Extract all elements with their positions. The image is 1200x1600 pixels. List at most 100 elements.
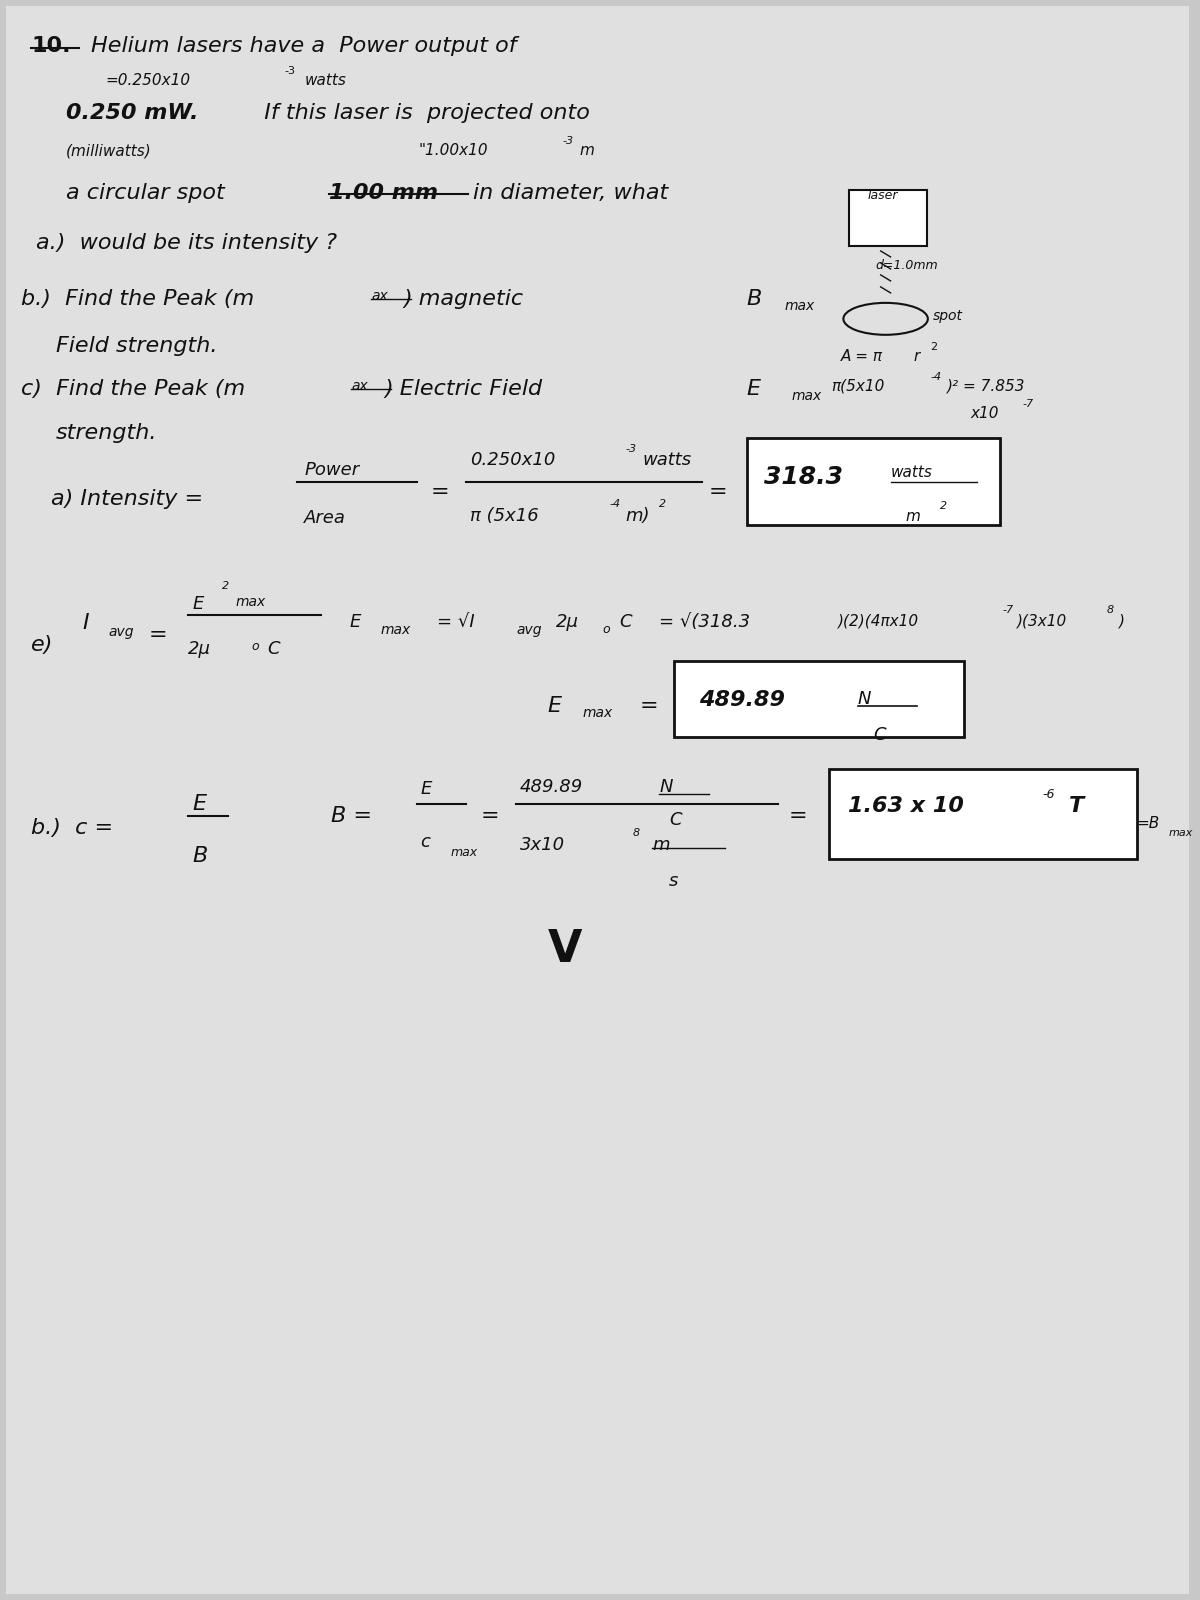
- Text: e): e): [31, 635, 54, 656]
- Text: =: =: [788, 806, 806, 826]
- Text: -7: -7: [1022, 398, 1034, 408]
- Text: -6: -6: [1043, 789, 1055, 802]
- Text: strength.: strength.: [56, 422, 157, 443]
- Text: o: o: [602, 624, 610, 637]
- Text: m: m: [580, 142, 594, 158]
- Text: ): ): [1120, 613, 1126, 629]
- Text: 2: 2: [941, 501, 947, 510]
- FancyBboxPatch shape: [829, 770, 1136, 859]
- FancyBboxPatch shape: [674, 661, 964, 738]
- Text: N: N: [659, 778, 672, 797]
- Text: 489.89: 489.89: [520, 778, 583, 797]
- Text: E: E: [192, 794, 206, 814]
- Text: Power: Power: [305, 461, 360, 478]
- Text: E: E: [421, 781, 432, 798]
- Text: -4: -4: [930, 371, 942, 382]
- Text: Field strength.: Field strength.: [56, 336, 217, 355]
- Text: E: E: [746, 379, 761, 398]
- Text: laser: laser: [868, 189, 899, 202]
- FancyBboxPatch shape: [848, 190, 928, 246]
- FancyBboxPatch shape: [6, 6, 1189, 1594]
- Text: =: =: [480, 806, 499, 826]
- Text: If this laser is  projected onto: If this laser is projected onto: [250, 104, 589, 123]
- Text: 1.63 x 10: 1.63 x 10: [848, 797, 964, 816]
- Text: watts: watts: [305, 74, 347, 88]
- Text: -3: -3: [563, 136, 574, 146]
- Text: -3: -3: [284, 66, 295, 77]
- Text: avg: avg: [109, 626, 134, 640]
- Text: a.)  would be its intensity ?: a.) would be its intensity ?: [36, 234, 337, 253]
- Text: 1.00 mm: 1.00 mm: [329, 182, 438, 203]
- Text: -7: -7: [1003, 605, 1014, 616]
- Text: -4: -4: [610, 499, 620, 509]
- Text: C: C: [874, 726, 887, 744]
- Text: π (5x16: π (5x16: [470, 507, 539, 525]
- Text: =B: =B: [1136, 816, 1159, 830]
- Text: m: m: [906, 509, 920, 523]
- Text: d=1.0mm: d=1.0mm: [876, 259, 938, 272]
- Text: 318.3: 318.3: [764, 464, 844, 488]
- Text: = √(318.3: = √(318.3: [659, 613, 750, 632]
- Text: ax: ax: [371, 290, 388, 302]
- Text: =: =: [431, 482, 449, 501]
- Text: B: B: [746, 290, 762, 309]
- Text: "1.00x10: "1.00x10: [419, 142, 488, 158]
- Text: c: c: [421, 834, 431, 851]
- Text: )(3x10: )(3x10: [1016, 613, 1067, 629]
- Text: 2: 2: [659, 499, 666, 509]
- Text: max: max: [785, 299, 815, 314]
- Text: 3x10: 3x10: [520, 835, 565, 854]
- Text: C: C: [619, 613, 632, 632]
- FancyBboxPatch shape: [746, 438, 1000, 525]
- Text: =: =: [709, 482, 727, 501]
- Text: watts: watts: [642, 451, 691, 469]
- Text: x10: x10: [970, 406, 998, 421]
- Text: 2: 2: [930, 342, 937, 352]
- Text: (milliwatts): (milliwatts): [66, 142, 151, 158]
- Text: C: C: [268, 640, 281, 658]
- Text: 8: 8: [632, 827, 640, 838]
- Text: max: max: [450, 846, 478, 859]
- Text: max: max: [582, 706, 613, 720]
- Text: m: m: [652, 835, 670, 854]
- Text: Helium lasers have a  Power output of: Helium lasers have a Power output of: [91, 37, 516, 56]
- Text: s: s: [670, 872, 678, 890]
- Text: B =: B =: [331, 806, 372, 826]
- Text: =: =: [149, 626, 167, 645]
- Text: 10.: 10.: [31, 37, 71, 56]
- Text: watts: watts: [890, 464, 932, 480]
- Text: 0.250 mW.: 0.250 mW.: [66, 104, 198, 123]
- Text: )(2)(4πx10: )(2)(4πx10: [838, 613, 919, 629]
- Text: E: E: [548, 696, 562, 717]
- Text: spot: spot: [934, 309, 964, 323]
- Text: Area: Area: [305, 509, 347, 526]
- Text: E: E: [349, 613, 360, 632]
- Text: max: max: [236, 595, 266, 610]
- Text: m): m): [625, 507, 650, 525]
- Text: C: C: [670, 811, 682, 829]
- Text: max: max: [791, 389, 822, 403]
- Text: max: max: [1169, 827, 1193, 838]
- Text: 8: 8: [1106, 605, 1114, 616]
- Text: max: max: [380, 624, 412, 637]
- Text: A = π: A = π: [841, 349, 883, 363]
- Text: 2μ: 2μ: [188, 640, 211, 658]
- Text: avg: avg: [516, 624, 541, 637]
- Text: =0.250x10: =0.250x10: [106, 74, 191, 88]
- Text: =: =: [640, 696, 658, 717]
- Text: 2: 2: [222, 581, 229, 592]
- Text: b.)  Find the Peak (m: b.) Find the Peak (m: [22, 290, 254, 309]
- Text: V: V: [548, 928, 582, 971]
- Text: o: o: [252, 640, 259, 653]
- Text: 489.89: 489.89: [698, 690, 785, 710]
- Text: π(5x10: π(5x10: [830, 379, 884, 394]
- Text: a circular spot: a circular spot: [66, 182, 224, 203]
- Text: ) Electric Field: ) Electric Field: [384, 379, 542, 398]
- Text: = √I: = √I: [437, 613, 474, 632]
- Text: 2μ: 2μ: [556, 613, 578, 632]
- Text: B: B: [192, 846, 208, 866]
- Text: b.)  c =: b.) c =: [31, 818, 113, 838]
- Text: -3: -3: [625, 443, 636, 454]
- Text: c)  Find the Peak (m: c) Find the Peak (m: [22, 379, 245, 398]
- Text: 0.250x10: 0.250x10: [470, 451, 556, 469]
